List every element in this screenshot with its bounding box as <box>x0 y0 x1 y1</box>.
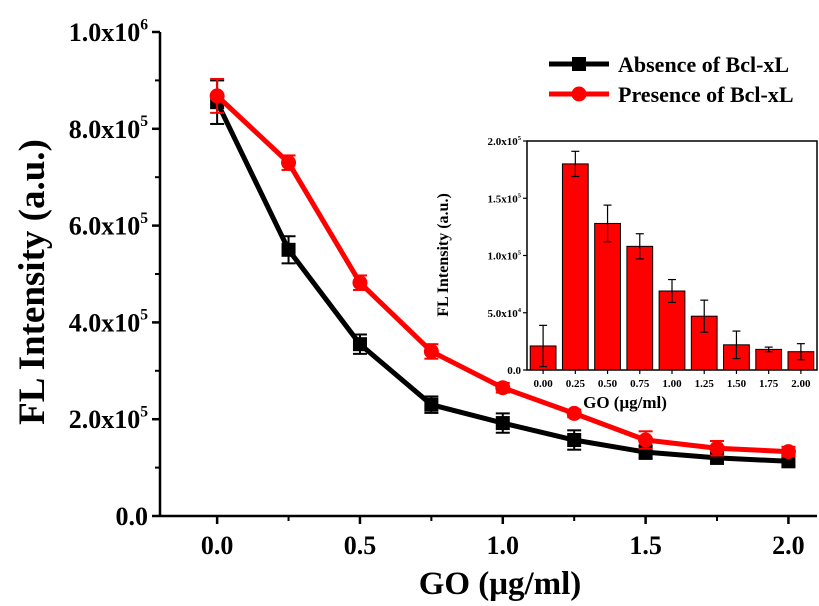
inset-ticks: 0.00 0.25 0.50 0.75 1.00 1.25 1.50 1.75 2.00 0.0 5… <box>487 135 811 390</box>
main-x-tick-label: 0.5 <box>344 531 377 560</box>
legend-item: Absence of Bcl-xL <box>549 52 789 77</box>
main-chart: 0.0 0.5 1.0 1.5 2.00.02.0x1054.0x1056.0x1058… <box>12 16 817 602</box>
inset-bar <box>658 290 686 371</box>
inset-bar <box>561 163 589 371</box>
main-x-tick-label: 1.0 <box>487 531 520 560</box>
data-point <box>352 275 368 291</box>
inset-x-tick-label: 1.25 <box>695 378 715 390</box>
data-point <box>423 343 439 359</box>
inset-bar <box>594 222 621 371</box>
inset-y-tick-label-base: 2.0x10 <box>487 136 518 148</box>
inset-bar-group <box>594 204 621 371</box>
main-y-axis-label: FL Intensity (a.u.) <box>12 139 53 425</box>
inset-x-axis-label: GO (μg/ml) <box>583 393 667 412</box>
inset-bar-group <box>626 233 654 371</box>
main-y-tick-label: 4.0x105 <box>69 307 149 338</box>
data-point <box>352 337 367 352</box>
main-y-tick-label-exponent: 6 <box>140 16 148 33</box>
inset-x-tick-label: 0.25 <box>566 378 586 390</box>
legend-item: Presence of Bcl-xL <box>549 82 794 107</box>
main-y-tick-label: 8.0x105 <box>69 113 149 144</box>
inset-x-tick-label: 0.50 <box>598 378 618 390</box>
inset-x-tick-label: 1.75 <box>759 378 779 390</box>
main-series <box>209 77 796 469</box>
main-y-tick-label-base: 6.0x10 <box>69 212 141 241</box>
main-y-tick-label-exponent: 5 <box>140 404 148 421</box>
inset-x-tick-label: 0.00 <box>533 378 553 390</box>
inset-bar-group <box>787 343 815 371</box>
legend-label: Absence of Bcl-xL <box>618 52 789 77</box>
inset-y-tick-label-base: 0.0 <box>507 365 521 377</box>
main-y-tick-label-exponent: 5 <box>140 210 148 227</box>
inset-bar <box>626 245 654 371</box>
data-point <box>281 242 296 257</box>
inset-bars <box>529 150 815 371</box>
inset-bar <box>755 348 783 371</box>
main-y-tick-label-base: 0.0 <box>116 502 149 531</box>
inset-y-axis-label: FL Intensity (a.u.) <box>435 193 452 317</box>
data-point <box>567 433 582 448</box>
legend-label: Presence of Bcl-xL <box>618 82 794 107</box>
main-ticks: 0.0 0.5 1.0 1.5 2.00.02.0x1054.0x1056.0x1058… <box>69 16 805 560</box>
inset-y-tick-label-base: 5.0x10 <box>487 308 518 320</box>
main-y-tick-label-base: 2.0x10 <box>69 405 141 434</box>
data-point <box>495 380 511 396</box>
main-y-tick-label: 6.0x105 <box>69 210 149 241</box>
data-point <box>780 444 796 460</box>
legend-marker <box>571 86 587 102</box>
inset-bar-group <box>690 299 718 371</box>
data-point <box>638 432 654 448</box>
inset-chart: 0.00 0.25 0.50 0.75 1.00 1.25 1.50 1.75 2.00 0.0 5… <box>435 135 818 412</box>
main-x-tick-label: 1.5 <box>629 531 662 560</box>
inset-y-tick-label: 5.0x104 <box>487 307 521 320</box>
inset-y-tick-label-exponent: 5 <box>518 192 522 199</box>
inset-x-tick-label: 1.50 <box>727 378 747 390</box>
data-point <box>209 88 225 104</box>
inset-y-tick-label: 1.5x105 <box>487 192 521 205</box>
main-y-tick-label-exponent: 5 <box>140 113 148 130</box>
inset-bar-group <box>723 330 750 371</box>
main-legend: Absence of Bcl-xL Presence of Bcl-xL <box>549 52 794 107</box>
inset-y-tick-label-exponent: 5 <box>518 135 522 142</box>
main-y-tick-label: 1.0x106 <box>69 16 149 47</box>
data-point <box>495 416 510 431</box>
main-y-tick-label-base: 4.0x10 <box>69 308 141 337</box>
series-line <box>215 94 789 455</box>
inset-bar-group <box>755 346 783 371</box>
main-y-tick-label: 0.0 <box>116 502 149 531</box>
series-2 <box>209 77 796 460</box>
main-y-tick-label-exponent: 5 <box>140 307 148 324</box>
inset-y-tick-label: 1.0x105 <box>487 250 521 263</box>
main-y-tick-label: 2.0x105 <box>69 404 149 435</box>
main-x-tick-label: 2.0 <box>772 531 805 560</box>
data-point <box>709 440 725 456</box>
inset-y-tick-label: 2.0x105 <box>487 135 521 148</box>
series-1 <box>210 79 796 469</box>
inset-y-tick-label-exponent: 5 <box>518 250 522 257</box>
main-y-tick-label-base: 1.0x10 <box>69 18 141 47</box>
main-x-axis-label: GO (μg/ml) <box>419 566 582 602</box>
legend-marker <box>572 57 586 71</box>
series-line <box>214 101 789 464</box>
data-point <box>281 155 297 171</box>
inset-y-tick-label-base: 1.5x10 <box>487 193 518 205</box>
inset-x-tick-label: 2.00 <box>791 378 811 390</box>
main-x-tick-label: 0.0 <box>201 531 234 560</box>
data-point <box>566 405 582 421</box>
data-point <box>424 397 439 412</box>
inset-y-tick-label-exponent: 4 <box>518 307 522 314</box>
inset-bar-group <box>561 150 589 371</box>
inset-y-tick-label-base: 1.0x10 <box>487 251 518 263</box>
inset-bar-group <box>529 324 557 371</box>
inset-x-tick-label: 0.75 <box>630 378 650 390</box>
inset-bar-group <box>658 278 686 371</box>
inset-x-tick-label: 1.00 <box>662 378 682 390</box>
inset-y-tick-label: 0.0 <box>507 365 521 377</box>
main-y-tick-label-base: 8.0x10 <box>69 115 141 144</box>
